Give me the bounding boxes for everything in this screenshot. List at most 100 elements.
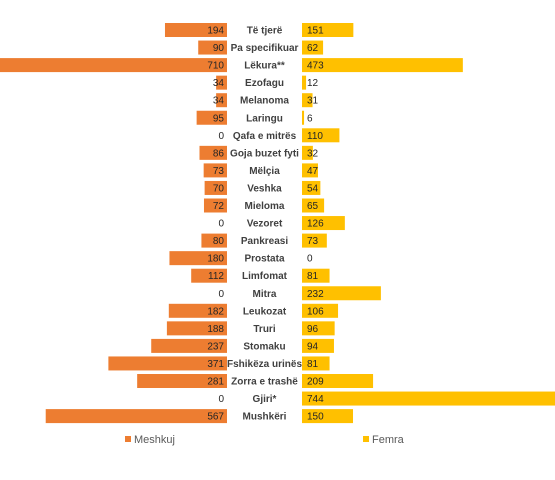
bar-meshkuj-10 — [203, 198, 227, 213]
value-label-femra-16: 106 — [307, 306, 324, 317]
bar-femra-21 — [302, 391, 555, 406]
bar-femra-6 — [302, 128, 340, 143]
bar-meshkuj-3 — [216, 75, 227, 90]
value-label-femra-11: 126 — [307, 219, 324, 230]
value-label-femra-2: 473 — [307, 61, 324, 72]
value-label-femra-7: 32 — [307, 148, 319, 159]
value-label-femra-6: 110 — [307, 131, 323, 142]
value-label-femra-4: 31 — [307, 96, 319, 107]
category-label-16: Leukozat — [243, 306, 287, 317]
value-label-meshkuj-22: 567 — [207, 412, 224, 423]
value-label-femra-1: 62 — [307, 43, 319, 54]
bar-femra-17 — [302, 321, 335, 336]
bar-meshkuj-22 — [45, 409, 227, 424]
category-label-17: Truri — [253, 324, 275, 335]
value-label-femra-12: 73 — [307, 236, 319, 247]
value-label-femra-0: 151 — [307, 26, 324, 37]
bar-femra-18 — [302, 338, 334, 353]
bar-femra-8 — [302, 163, 318, 178]
value-label-meshkuj-15: 0 — [218, 289, 224, 300]
value-label-meshkuj-2: 710 — [207, 61, 224, 72]
value-label-meshkuj-19: 371 — [207, 359, 224, 370]
bar-femra-4 — [302, 93, 313, 108]
value-label-femra-3: 12 — [307, 78, 319, 89]
bar-femra-11 — [302, 216, 345, 231]
legend-label-femra: Femra — [372, 434, 405, 446]
bar-meshkuj-12 — [201, 233, 227, 248]
legend-marker-meshkuj — [125, 436, 131, 442]
bar-meshkuj-20 — [137, 374, 227, 388]
value-label-femra-10: 65 — [307, 201, 319, 212]
bar-femra-14 — [302, 268, 330, 283]
bar-femra-1 — [302, 40, 324, 55]
bar-femra-5 — [302, 110, 305, 125]
value-label-femra-17: 96 — [307, 324, 319, 335]
bar-meshkuj-1 — [198, 40, 227, 55]
value-label-meshkuj-5: 95 — [213, 113, 225, 124]
value-label-meshkuj-11: 0 — [218, 219, 224, 230]
value-label-meshkuj-13: 180 — [207, 254, 224, 265]
bar-femra-3 — [302, 75, 307, 90]
value-label-femra-8: 47 — [307, 166, 319, 177]
category-label-20: Zorra e trashë — [231, 377, 298, 388]
category-label-21: Gjiri* — [253, 394, 277, 405]
value-label-meshkuj-7: 86 — [213, 148, 225, 159]
bar-meshkuj-7 — [199, 145, 227, 160]
legend: Meshkuj Femra — [125, 434, 405, 446]
value-label-meshkuj-17: 188 — [207, 324, 224, 335]
value-label-meshkuj-4: 34 — [213, 96, 225, 107]
value-label-meshkuj-14: 112 — [208, 271, 224, 282]
value-label-femra-15: 232 — [307, 289, 324, 300]
bar-femra-12 — [302, 233, 327, 248]
category-label-13: Prostata — [244, 254, 284, 265]
bar-meshkuj-9 — [204, 180, 227, 195]
category-label-2: Lëkura** — [244, 61, 285, 72]
category-label-12: Pankreasi — [241, 236, 288, 247]
value-label-meshkuj-8: 73 — [213, 166, 225, 177]
category-label-14: Limfomat — [242, 271, 288, 282]
category-label-1: Pa specifikuar — [231, 43, 299, 54]
value-label-meshkuj-6: 0 — [218, 131, 224, 142]
bar-femra-15 — [302, 286, 381, 301]
category-labels: Të tjerë Pa specifikuar Lëkura** Ezofagu Mel… — [227, 26, 302, 423]
femra-bars: 151 62 473 12 31 6 110 32 47 54 65 126 73 0 81 232 106 96… — [302, 23, 555, 424]
bar-meshkuj-0 — [164, 23, 227, 37]
category-label-7: Goja buzet fyti — [230, 148, 299, 159]
bar-meshkuj-18 — [151, 338, 227, 353]
category-label-22: Mushkëri — [243, 412, 287, 423]
bar-meshkuj-19 — [108, 356, 227, 371]
value-label-meshkuj-1: 90 — [213, 43, 225, 54]
bar-femra-2 — [302, 58, 463, 73]
category-label-8: Mëlçia — [249, 166, 280, 177]
value-label-meshkuj-20: 281 — [207, 377, 224, 388]
value-label-meshkuj-12: 80 — [213, 236, 225, 247]
value-label-femra-13: 0 — [307, 254, 313, 265]
category-label-19: Fshikëza urinës — [227, 359, 302, 370]
bar-femra-16 — [302, 303, 339, 318]
bar-meshkuj-4 — [216, 93, 227, 108]
bar-femra-7 — [302, 145, 313, 160]
category-label-9: Veshka — [247, 183, 282, 194]
category-label-10: Mieloma — [244, 201, 284, 212]
value-label-meshkuj-9: 70 — [213, 183, 225, 194]
value-label-meshkuj-3: 34 — [213, 78, 225, 89]
bar-meshkuj-17 — [166, 321, 227, 336]
value-label-femra-19: 81 — [307, 359, 319, 370]
category-label-18: Stomaku — [243, 341, 285, 352]
bar-meshkuj-14 — [191, 268, 227, 283]
bar-meshkuj-5 — [196, 110, 227, 125]
category-label-15: Mitra — [253, 289, 277, 300]
value-label-femra-9: 54 — [307, 183, 319, 194]
category-label-3: Ezofagu — [245, 78, 284, 89]
value-label-meshkuj-18: 237 — [207, 341, 224, 352]
value-label-femra-14: 81 — [307, 271, 319, 282]
value-label-meshkuj-21: 0 — [218, 394, 224, 405]
value-label-femra-22: 150 — [307, 412, 324, 423]
value-label-meshkuj-0: 194 — [207, 26, 224, 37]
value-label-meshkuj-16: 182 — [207, 306, 224, 317]
bar-femra-9 — [302, 180, 321, 195]
meshkuj-bars: 194 90 710 34 34 95 0 86 73 70 72 0 80 180 112 0 182 188 2… — [0, 23, 227, 424]
category-label-6: Qafa e mitrës — [233, 131, 297, 142]
bar-femra-20 — [302, 374, 374, 388]
